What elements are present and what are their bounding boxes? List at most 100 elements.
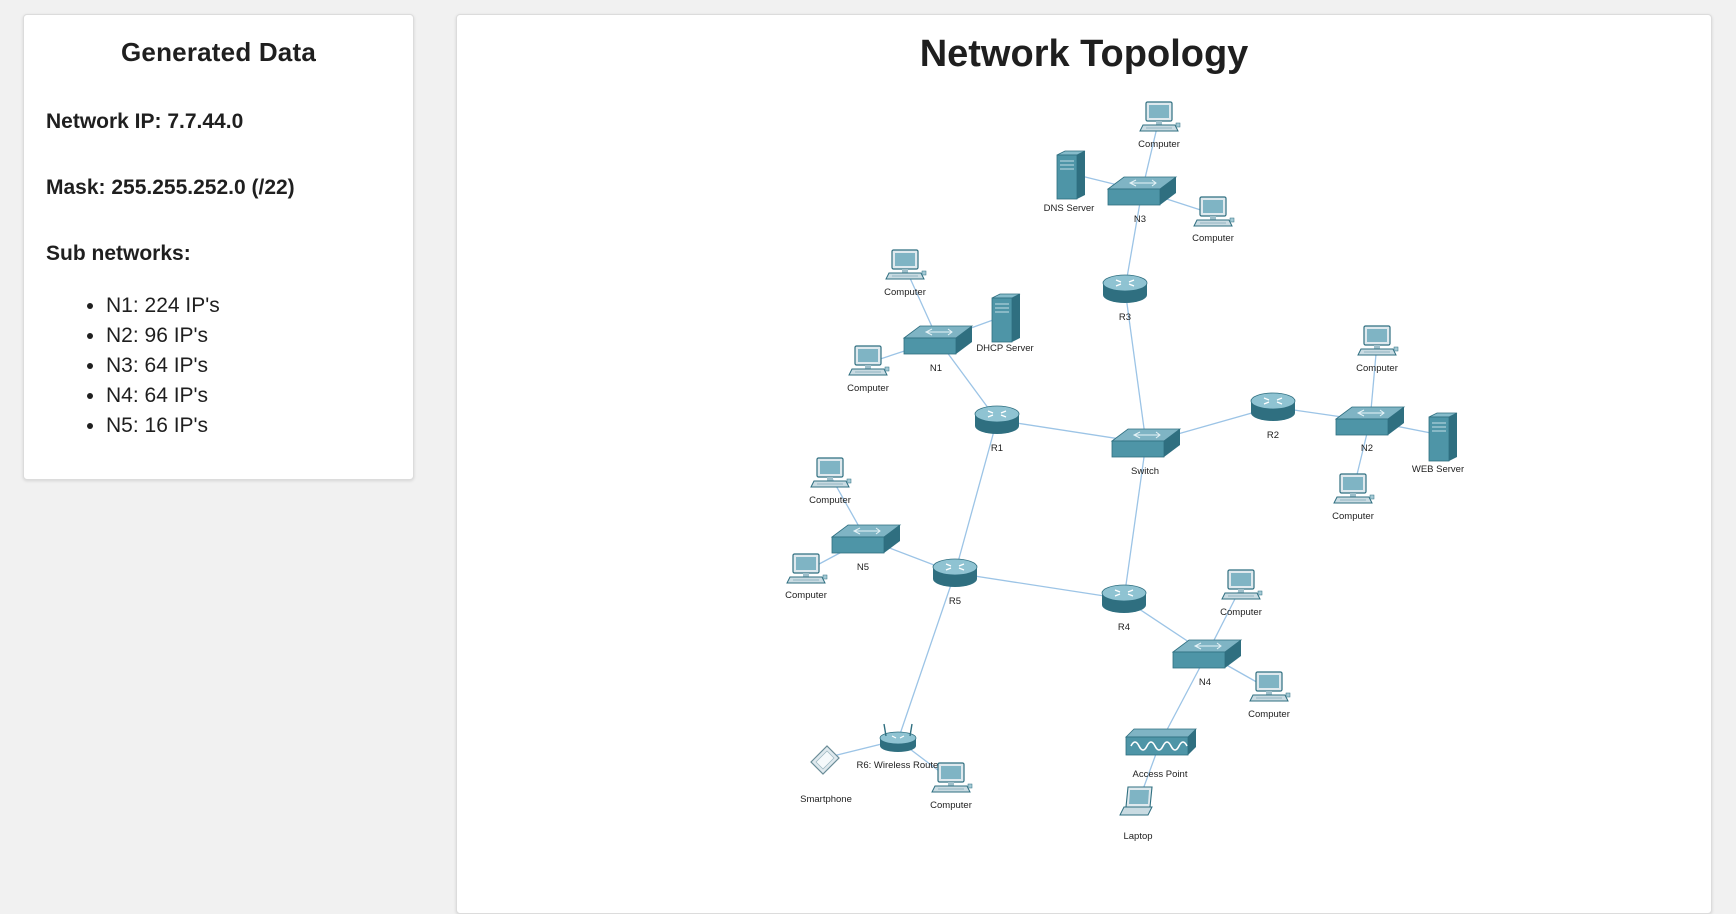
link-r3-core [1124,288,1147,444]
node-n4_pc1: Computer [1220,569,1263,618]
router-icon [1250,392,1296,421]
node-label-n1_pc1: Computer [884,287,926,298]
network-ip: Network IP: 7.7.44.0 [46,110,244,133]
node-label-n1_pc2: Computer [847,383,889,394]
network-mask: Mask: 255.255.252.0 (/22) [46,176,295,199]
server-icon [991,293,1021,343]
node-label-n2_pc1: Computer [1356,363,1398,374]
node-r4: R4 [1101,584,1147,633]
node-n2_pc2: Computer [1332,473,1375,522]
node-web: WEB Server [1412,412,1464,475]
smartphone-icon [810,745,840,775]
router-icon [974,405,1020,434]
wireless-router-icon [879,723,917,752]
computer-icon [786,553,828,584]
node-label-r6: R6: Wireless Router [857,760,942,771]
node-n1_pc1: Computer [884,249,927,298]
node-label-n1: N1 [930,363,942,374]
node-label-r5: R5 [949,596,961,607]
computer-icon [848,345,890,376]
node-label-n2_pc2: Computer [1332,511,1374,522]
generated-data-title: Generated Data [121,37,316,67]
node-n1: N1 [902,325,974,374]
node-label-n5_pc1: Computer [809,495,851,506]
node-label-n3_pc1: Computer [1138,139,1180,150]
computer-icon [1221,569,1263,600]
subnet-item-n4: N4: 64 IP's [106,381,220,411]
link-core-r4 [1123,442,1147,600]
node-laptop: Laptop [1119,786,1153,842]
switch-icon [902,325,974,355]
node-r2: R2 [1250,392,1296,441]
switch-icon [830,524,902,554]
link-n4-ap [1159,653,1208,744]
generated-data-panel: Generated Data Network IP: 7.7.44.0 Mask… [23,14,414,480]
node-n5_pc1: Computer [809,457,852,506]
node-dns: DNS Server [1044,150,1095,214]
node-dhcp: DHCP Server [976,293,1034,354]
node-n3_pc2: Computer [1192,196,1235,244]
node-label-r1: R1 [991,443,1003,454]
node-label-dns: DNS Server [1044,203,1095,214]
subnets-heading: Sub networks: [46,242,191,265]
subnet-item-n5: N5: 16 IP's [106,411,220,441]
topology-title: Network Topology [919,33,1249,75]
subnet-item-n2: N2: 96 IP's [106,321,220,351]
router-icon [932,558,978,587]
node-label-n3: N3 [1134,214,1146,225]
computer-icon [931,762,973,793]
switch-icon [1110,428,1182,458]
node-label-r4: R4 [1118,622,1130,633]
node-n1_pc2: Computer [847,345,890,394]
node-label-laptop: Laptop [1123,831,1152,842]
server-icon [1428,412,1458,462]
node-core: Switch [1110,428,1182,477]
node-n4_pc2: Computer [1248,671,1291,720]
node-n5: N5 [830,524,902,573]
computer-icon [1139,101,1181,132]
node-n3: N3 [1106,176,1178,225]
switch-icon [1106,176,1178,206]
node-label-core: Switch [1131,466,1159,477]
computer-icon [885,249,927,280]
node-ap: Access Point [1125,728,1197,780]
node-label-n5_pc2: Computer [785,590,827,601]
network-topology-panel: Network Topology Computer DNS Server N3 Com… [456,14,1712,914]
router-icon [1102,274,1148,303]
switch-icon [1334,406,1406,436]
node-label-ap: Access Point [1133,769,1188,780]
link-r5-r4 [954,572,1125,600]
node-n3_pc1: Computer [1138,101,1181,150]
computer-icon [1193,196,1235,227]
node-r5: R5 [932,558,978,607]
subnet-item-n1: N1: 224 IP's [106,291,220,321]
computer-icon [1249,671,1291,702]
node-label-phone: Smartphone [800,794,852,805]
node-label-r6_pc: Computer [930,800,972,811]
laptop-icon [1119,786,1153,816]
node-phone: Smartphone [800,745,852,805]
node-label-n2: N2 [1361,443,1373,454]
node-n5_pc2: Computer [785,553,828,601]
node-label-n5: N5 [857,562,869,573]
link-n3-r3 [1124,190,1143,290]
topology-diagram: Computer DNS Server N3 Computer R3 Computer DH… [785,101,1464,842]
link-r1-r5 [954,419,998,574]
router-icon [1101,584,1147,613]
access-point-icon [1125,728,1197,756]
node-label-dhcp: DHCP Server [976,343,1033,354]
node-label-r3: R3 [1119,312,1131,323]
link-r5-r6 [897,572,956,741]
node-r1: R1 [974,405,1020,454]
node-r6: R6: Wireless Router [857,723,942,771]
computer-icon [1333,473,1375,504]
node-n2: N2 [1334,406,1406,454]
subnet-item-n3: N3: 64 IP's [106,351,220,381]
computer-icon [1357,325,1399,356]
node-n2_pc1: Computer [1356,325,1399,374]
node-label-web: WEB Server [1412,464,1464,475]
subnet-list: N1: 224 IP's N2: 96 IP's N3: 64 IP's N4:… [84,291,220,441]
node-label-n4: N4 [1199,677,1211,688]
node-label-n4_pc2: Computer [1248,709,1290,720]
switch-icon [1171,639,1243,669]
